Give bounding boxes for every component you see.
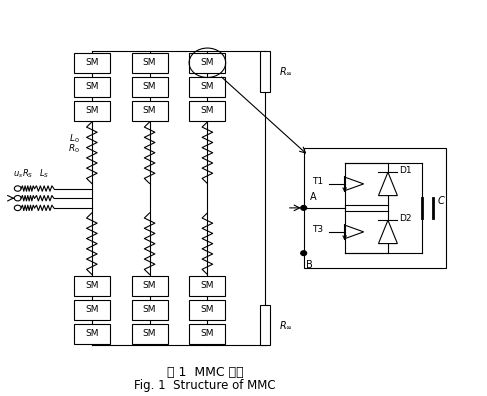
Bar [304,148,446,268]
Text: $L_S$: $L_S$ [39,168,49,180]
Text: SM: SM [143,82,156,91]
Bar [74,276,110,296]
Bar [74,53,110,73]
Text: SM: SM [85,82,98,91]
Text: ...: ... [203,297,212,307]
Bar [189,101,225,121]
Bar [189,300,225,320]
Text: $u_s$: $u_s$ [13,169,23,180]
Text: $R_{\infty}$: $R_{\infty}$ [279,319,292,331]
Bar [189,53,225,73]
Text: SM: SM [143,305,156,314]
Circle shape [301,251,307,255]
Bar [131,53,168,73]
Bar [260,51,270,92]
Text: D2: D2 [400,214,412,223]
Text: $C$: $C$ [436,194,445,206]
Text: ...: ... [87,297,96,307]
Bar [131,101,168,121]
Circle shape [301,206,307,210]
Text: SM: SM [85,281,98,290]
Text: Fig. 1  Structure of MMC: Fig. 1 Structure of MMC [134,379,276,392]
Text: B: B [306,260,313,270]
Text: SM: SM [201,281,214,290]
Bar [131,77,168,97]
Bar [189,276,225,296]
Text: SM: SM [85,106,98,115]
Text: SM: SM [201,58,214,67]
Text: SM: SM [143,281,156,290]
Text: ...: ... [145,74,154,84]
Bar [74,300,110,320]
Bar [131,300,168,320]
Text: SM: SM [201,305,214,314]
Bar [74,324,110,344]
Bar [131,324,168,344]
Text: SM: SM [143,58,156,67]
Text: T3: T3 [312,225,323,234]
Text: SM: SM [143,329,156,338]
Text: SM: SM [201,106,214,115]
Text: ...: ... [145,297,154,307]
Text: SM: SM [85,329,98,338]
Text: SM: SM [143,106,156,115]
Text: SM: SM [201,329,214,338]
Bar [74,77,110,97]
Bar [74,101,110,121]
Text: D1: D1 [400,166,412,175]
Text: ...: ... [87,74,96,84]
Text: SM: SM [85,58,98,67]
Text: ...: ... [203,74,212,84]
Text: $R_{\infty}$: $R_{\infty}$ [279,66,292,77]
Text: $L_0$: $L_0$ [69,133,80,145]
Bar [189,324,225,344]
Bar [260,305,270,345]
Bar [131,276,168,296]
Text: $R_0$: $R_0$ [68,143,80,155]
Text: T1: T1 [312,177,323,186]
Bar [189,77,225,97]
Text: SM: SM [201,82,214,91]
Text: 图 1  MMC 结构: 图 1 MMC 结构 [167,366,244,379]
Text: SM: SM [85,305,98,314]
Text: $R_S$: $R_S$ [22,168,34,180]
Text: A: A [310,192,317,202]
